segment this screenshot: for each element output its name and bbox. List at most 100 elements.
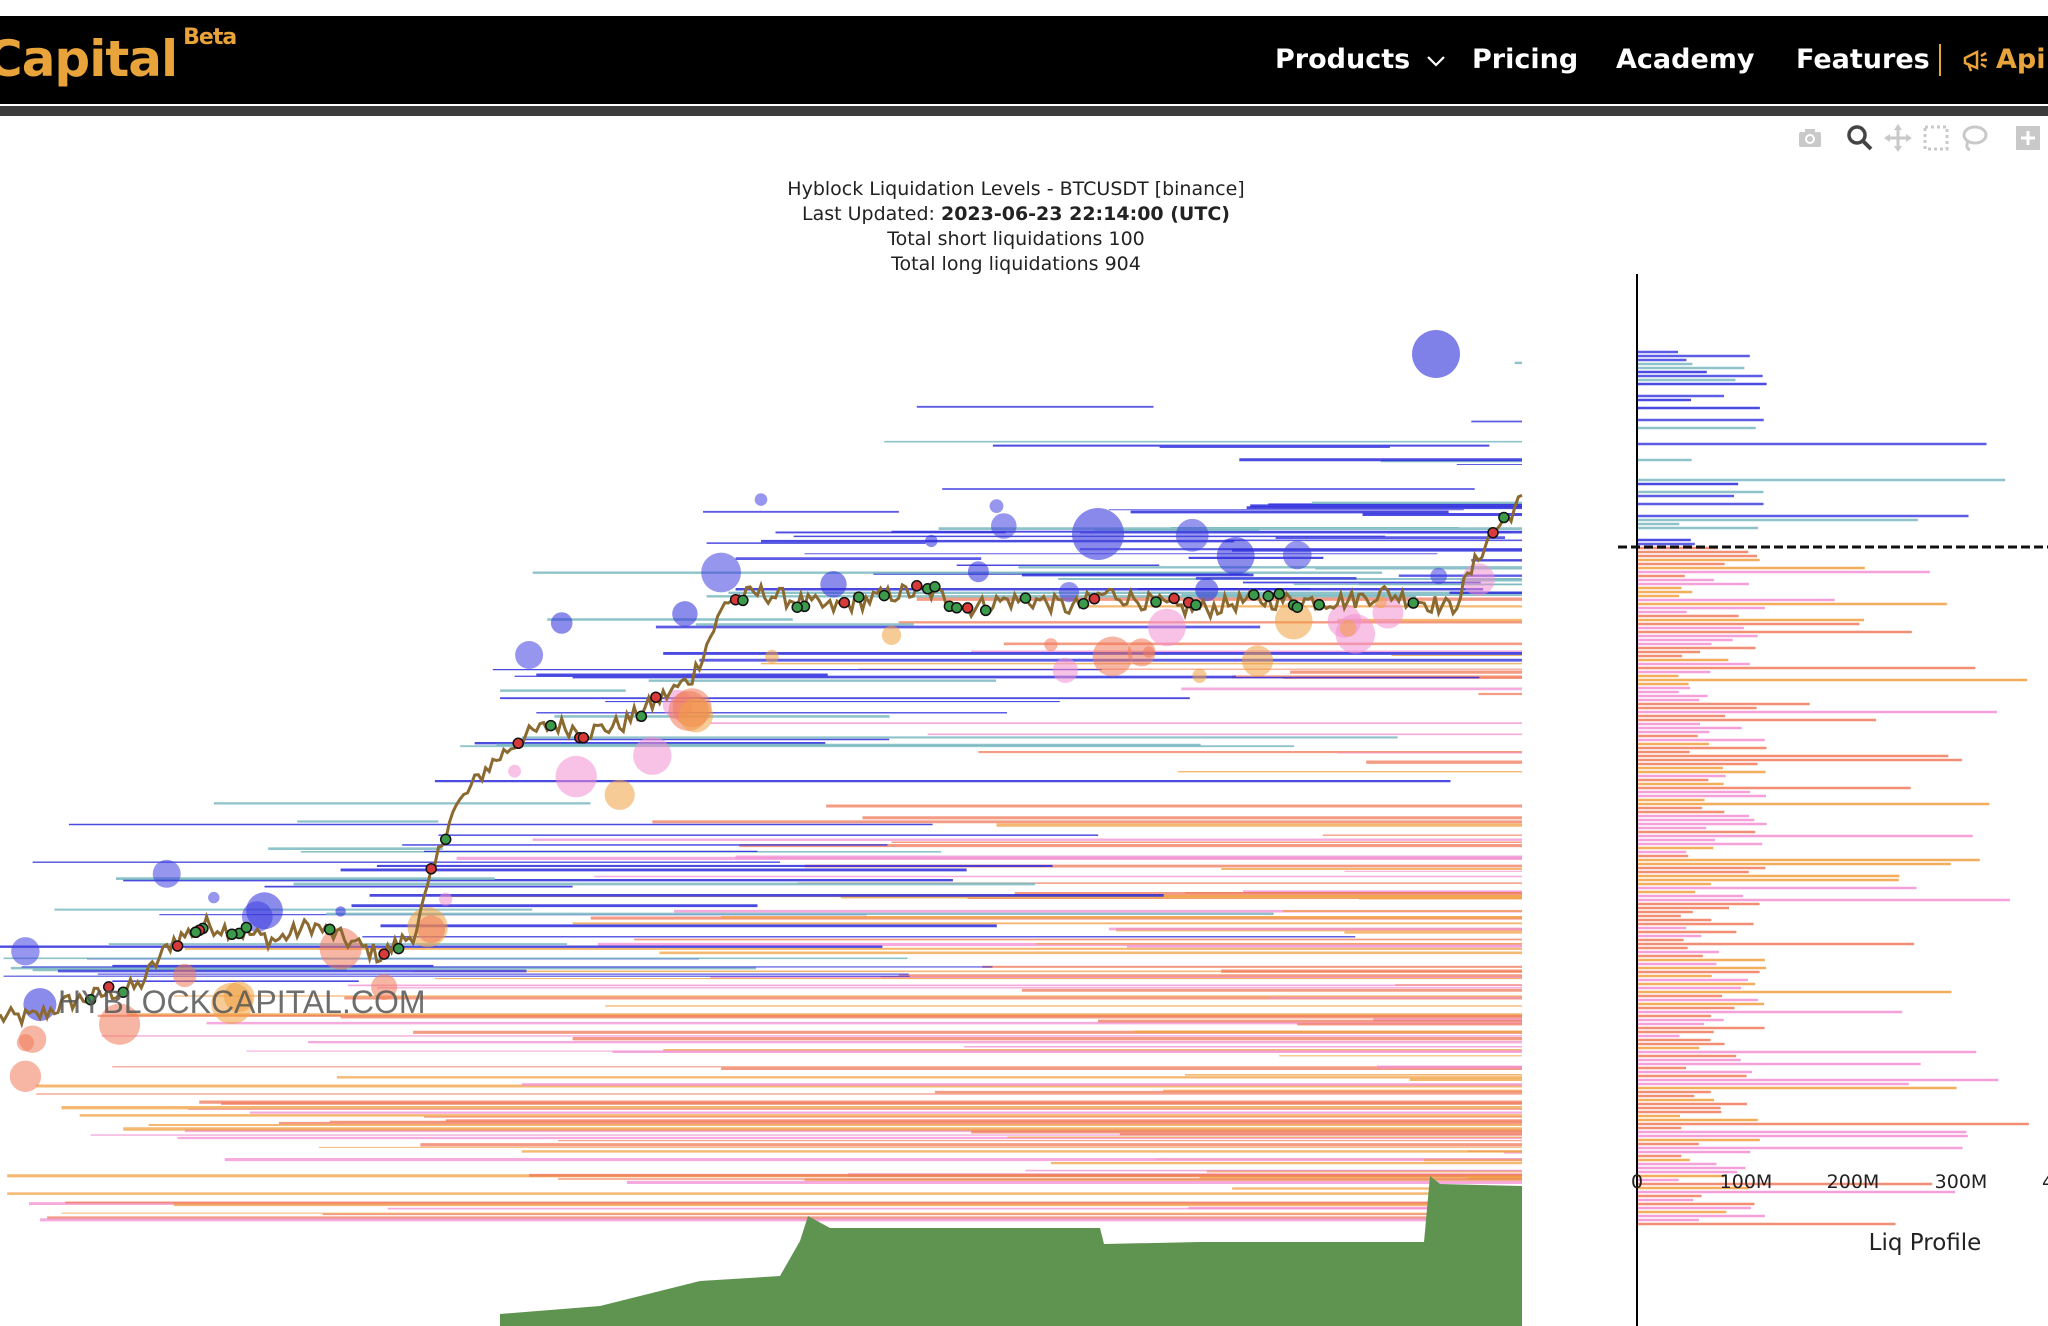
- liquidation-bubble: [881, 625, 902, 645]
- liquidation-bubble: [1092, 636, 1133, 677]
- nav-academy[interactable]: Academy: [1616, 44, 1755, 75]
- profile-tick-400m: 4: [2042, 1171, 2048, 1193]
- liquidation-bubble: [1195, 578, 1219, 602]
- top-navbar: Capital Beta Products Pricing Academy Fea…: [0, 16, 2048, 106]
- nav-separator: [1939, 44, 1941, 76]
- liquidation-bubble: [1430, 567, 1447, 585]
- liquidation-bubble: [1044, 638, 1058, 652]
- chevron-down-icon: [1426, 55, 1445, 67]
- trade-marker: [1487, 526, 1499, 539]
- trade-marker: [1168, 592, 1180, 605]
- liquidation-bubble: [672, 601, 698, 627]
- nav-api[interactable]: Api: [1962, 44, 2045, 75]
- chart-title: Hyblock Liquidation Levels - BTCUSDT [bi…: [787, 178, 1245, 200]
- watermark: HYBLOCKCAPITAL.COM: [58, 984, 425, 1020]
- liquidation-bubble: [508, 764, 521, 778]
- trade-marker: [512, 737, 524, 750]
- last-updated-value: 2023-06-23 22:14:00 (UTC): [940, 203, 1230, 225]
- trade-marker: [1273, 588, 1285, 600]
- liquidation-bubble: [765, 649, 779, 664]
- zoom-icon[interactable]: [1846, 124, 1874, 152]
- liquidation-bubble: [1148, 608, 1186, 647]
- trade-marker: [1248, 589, 1260, 601]
- liquidation-bubble: [99, 1003, 141, 1045]
- liquidation-chart[interactable]: HYBLOCKCAPITAL.COM 0 100M 200M 300M 4 Li…: [0, 116, 2048, 1326]
- trade-marker: [650, 691, 662, 703]
- liquidation-bubble: [1216, 537, 1255, 575]
- short-liquidations-total: Total short liquidations 100: [887, 228, 1145, 250]
- liquidation-bubble: [319, 927, 362, 970]
- brand-name: Capital: [0, 30, 178, 88]
- trade-marker: [979, 604, 992, 617]
- trade-marker: [853, 591, 865, 603]
- trade-marker: [911, 580, 923, 592]
- liquidation-bubble: [991, 513, 1017, 539]
- last-updated: Last Updated: 2023-06-23 22:14:00 (UTC): [0, 202, 2032, 227]
- trade-marker: [929, 581, 941, 593]
- trade-marker: [84, 993, 97, 1006]
- profile-xlabel: Liq Profile: [1869, 1230, 1982, 1256]
- liquidation-bubble: [11, 937, 40, 966]
- trade-marker: [226, 928, 238, 941]
- long-liquidation-levels: [7, 597, 1522, 1222]
- trade-marker: [378, 948, 390, 960]
- liquidation-bubble: [820, 571, 847, 598]
- liquidation-bubble: [1175, 518, 1209, 552]
- trade-marker: [1407, 597, 1420, 609]
- trade-marker: [439, 833, 452, 846]
- trade-marker: [1262, 590, 1275, 602]
- profile-tick-0: 0: [1631, 1171, 1643, 1193]
- liquidation-bubble: [1462, 563, 1495, 596]
- liquidation-bubble: [1283, 540, 1312, 570]
- trade-marker: [577, 732, 590, 744]
- trade-marker: [117, 986, 129, 998]
- brand-logo[interactable]: Capital Beta: [0, 25, 237, 88]
- liquidation-bubble: [678, 698, 713, 733]
- lasso-icon[interactable]: [1960, 124, 1988, 152]
- liquidation-bubble: [989, 499, 1004, 513]
- liquidation-bubbles: [9, 330, 1495, 1092]
- box-select-icon[interactable]: [1922, 124, 1950, 152]
- liquidation-bubble: [550, 612, 573, 634]
- liquidation-bubble: [152, 859, 181, 888]
- liq-profile-bars: [1638, 350, 2029, 1226]
- nav-features[interactable]: Features: [1796, 44, 1930, 75]
- liquidation-bubble: [555, 755, 597, 798]
- liquidation-bubble: [1143, 646, 1155, 658]
- liquidation-bubble: [754, 493, 768, 506]
- liquidation-bubble: [16, 1034, 34, 1052]
- last-updated-label: Last Updated:: [802, 203, 935, 225]
- nav-products-label: Products: [1275, 44, 1411, 75]
- profile-tick-200m: 200M: [1827, 1171, 1880, 1193]
- nav-products[interactable]: Products: [1275, 44, 1446, 75]
- chart-modebar: [0, 124, 2048, 152]
- liquidation-bubble: [417, 915, 446, 944]
- trade-marker: [635, 710, 648, 723]
- trade-marker: [1150, 596, 1162, 608]
- trade-marker: [1291, 601, 1304, 613]
- liquidation-bubble: [1241, 645, 1274, 677]
- liquidation-bubble: [701, 552, 741, 593]
- trade-marker: [737, 594, 749, 607]
- liquidation-bubble: [335, 906, 346, 917]
- trade-markers: [84, 511, 1510, 1006]
- browser-top-strip: [0, 0, 2048, 16]
- profile-tick-300m: 300M: [1935, 1171, 1988, 1193]
- pan-icon[interactable]: [1884, 124, 1912, 152]
- trade-marker: [838, 596, 851, 609]
- trade-marker: [1088, 593, 1101, 605]
- liquidation-bubble: [1274, 601, 1313, 640]
- camera-icon[interactable]: [1796, 124, 1824, 152]
- trade-marker: [324, 923, 336, 936]
- liquidation-bubble: [211, 982, 253, 1025]
- zoom-in-icon[interactable]: [2014, 124, 2042, 152]
- trade-marker: [950, 602, 963, 614]
- trade-marker: [425, 863, 437, 875]
- trade-marker: [392, 942, 405, 955]
- liquidation-bubble: [9, 1060, 42, 1092]
- megaphone-icon: [1963, 49, 1987, 71]
- trade-marker: [545, 719, 557, 732]
- liquidation-bubble: [1412, 330, 1460, 378]
- nav-pricing[interactable]: Pricing: [1472, 44, 1579, 75]
- liquidation-bubble: [173, 963, 197, 988]
